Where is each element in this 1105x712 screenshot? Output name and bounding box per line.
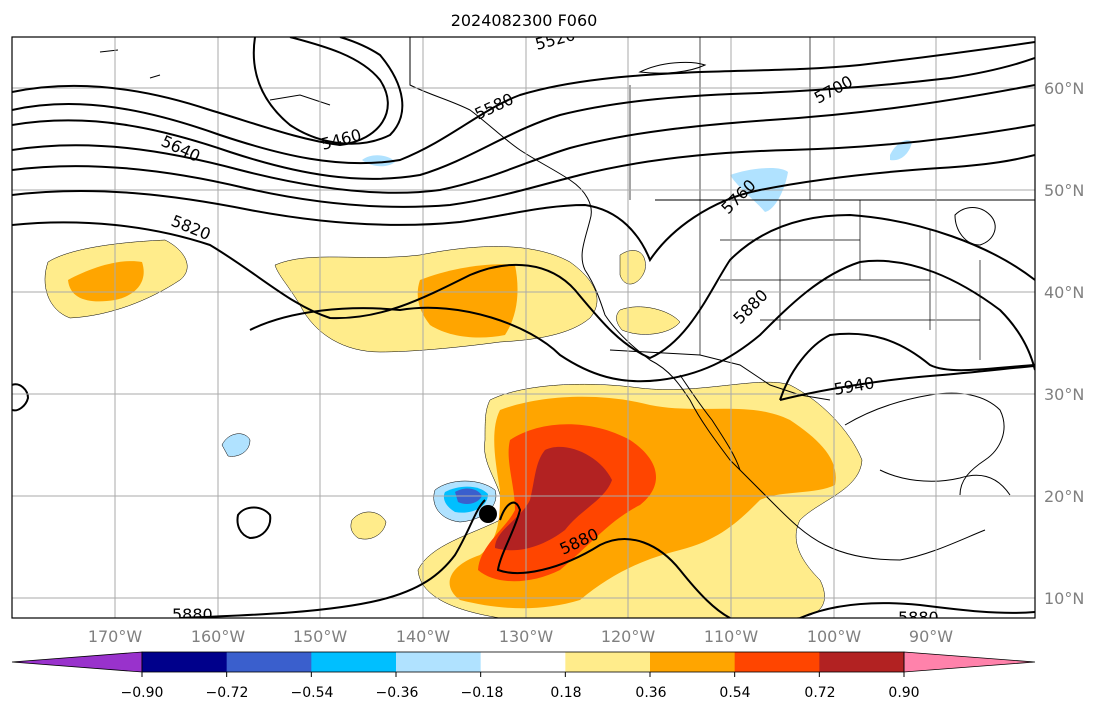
- lon-label: 120°W: [601, 627, 656, 646]
- colorbar-segment: [396, 652, 482, 672]
- contour-line: [12, 57, 1035, 180]
- contour-line: [12, 41, 1035, 165]
- contour-line: [12, 124, 1035, 208]
- lon-label: 140°W: [396, 627, 451, 646]
- colorbar-tick-label: −0.18: [461, 685, 504, 701]
- lat-label: 30°N: [1044, 385, 1084, 404]
- colorbar-segment: [734, 652, 820, 672]
- positive-anomaly-light: [350, 511, 387, 540]
- colorbar-extend-max: [903, 651, 1036, 673]
- west-coast-line: [409, 37, 986, 561]
- contour-line: [12, 84, 1035, 194]
- colorbar: [11, 651, 1036, 677]
- map-title: 2024082300 F060: [451, 11, 598, 30]
- contour-line-5880-east: [799, 602, 1035, 618]
- graticule: [12, 37, 1035, 618]
- colorbar-tick-label: 0.90: [888, 685, 919, 701]
- contour-line: [12, 154, 1035, 263]
- lat-label: 10°N: [1044, 589, 1084, 608]
- lat-label: 50°N: [1044, 181, 1084, 200]
- positive-anomaly-light: [619, 250, 646, 285]
- colorbar-tick-label: −0.54: [291, 685, 334, 701]
- map-frame: [11, 36, 1036, 619]
- colorbar-tick-label: 0.54: [719, 685, 750, 701]
- positive-anomaly-very-strong: [495, 446, 612, 551]
- contour-line: [12, 37, 389, 147]
- lat-label: 20°N: [1044, 487, 1084, 506]
- negative-anomaly-light: [890, 140, 912, 161]
- contour-label: 5880: [172, 605, 213, 624]
- colorbar-segment: [311, 652, 397, 672]
- lon-label: 100°W: [807, 627, 862, 646]
- colorbar-tick-label: −0.72: [206, 685, 249, 701]
- lat-label: 60°N: [1044, 79, 1084, 98]
- edge-ring: [12, 383, 30, 412]
- positive-anomaly-medium: [417, 264, 518, 338]
- baja-coast: [679, 374, 741, 471]
- colorbar-frame: [141, 651, 905, 673]
- contour-label: 5880: [898, 608, 939, 627]
- colorbar-segment: [480, 652, 566, 672]
- colorbar-segment: [565, 652, 651, 672]
- contour-line: [779, 365, 1035, 401]
- negative-anomaly-light: [221, 433, 251, 457]
- lon-label: 170°W: [88, 627, 143, 646]
- contour-line-5880: [496, 501, 731, 618]
- lon-label: 90°W: [909, 627, 953, 646]
- contour-line: [249, 259, 1035, 383]
- lon-label: 130°W: [499, 627, 554, 646]
- lon-label: 110°W: [704, 627, 759, 646]
- height-contours: [12, 37, 1035, 618]
- colorbar-extend-min: [11, 651, 143, 673]
- contour-line: [252, 37, 404, 145]
- lat-label: 40°N: [1044, 283, 1084, 302]
- colorbar-tick-label: 0.36: [635, 685, 666, 701]
- positive-anomaly-light: [616, 306, 681, 335]
- lon-label: 150°W: [293, 627, 348, 646]
- state-borders: [699, 200, 981, 360]
- latitude-labels: 60°N 50°N 40°N 30°N 20°N 10°N: [1044, 79, 1084, 608]
- yucatan-coast: [879, 469, 1011, 496]
- storm-center-marker: [479, 505, 497, 523]
- colorbar-segment: [142, 652, 228, 672]
- gulf-coast: [844, 392, 1005, 496]
- coastlines: [12, 37, 1035, 561]
- colorbar-tick-label: 0.18: [550, 685, 581, 701]
- positive-anomaly-medium: [68, 261, 144, 302]
- colorbar-ticks: −0.90 −0.72 −0.54 −0.36 −0.18 0.18 0.36 …: [121, 685, 920, 701]
- colorbar-tick-label: −0.36: [376, 685, 419, 701]
- colorbar-tick-label: 0.72: [804, 685, 835, 701]
- colorbar-segment: [819, 652, 905, 672]
- colorbar-segment: [650, 652, 736, 672]
- colorbar-tick-label: −0.90: [121, 685, 164, 701]
- colorbar-segment: [226, 652, 312, 672]
- contour-line: [779, 332, 1035, 401]
- hawaii-ring: [236, 506, 272, 540]
- lon-label: 160°W: [191, 627, 246, 646]
- contour-line: [12, 213, 1035, 360]
- contour-line-5880-south: [179, 499, 486, 618]
- great-lakes: [954, 207, 996, 246]
- border-mexico: [609, 349, 831, 401]
- longitude-labels: 170°W 160°W 150°W 140°W 130°W 120°W 110°…: [88, 627, 953, 646]
